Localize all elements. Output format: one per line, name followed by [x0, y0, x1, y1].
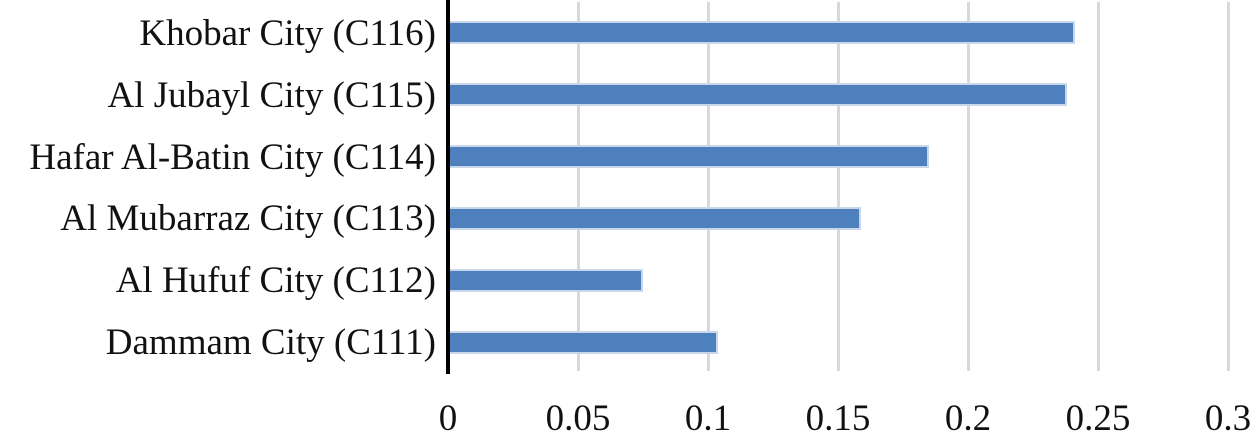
bar — [448, 268, 643, 292]
bar — [448, 21, 1075, 45]
x-tick-label: 0.3 — [1204, 398, 1252, 435]
gridline — [1096, 2, 1100, 371]
category-label: Al Mubarraz City (C113) — [60, 198, 436, 240]
x-tick-label: 0 — [438, 398, 458, 435]
gridline — [1226, 2, 1230, 371]
category-label: Hafar Al-Batin City (C114) — [29, 136, 436, 178]
category-label: Al Jubayl City (C115) — [107, 74, 436, 116]
gridline — [576, 2, 580, 371]
gridline — [966, 2, 970, 371]
x-tick-label: 0.25 — [1065, 398, 1131, 435]
y-axis-line — [446, 0, 450, 374]
category-label: Al Hufuf City (C112) — [115, 260, 436, 302]
x-tick-label: 0.15 — [805, 398, 871, 435]
bar — [448, 206, 862, 230]
x-tick-label: 0.2 — [944, 398, 992, 435]
bar — [448, 83, 1067, 107]
bar — [448, 145, 929, 169]
category-label: Khobar City (C116) — [139, 12, 436, 54]
gridline — [706, 2, 710, 371]
bar — [448, 330, 719, 354]
x-tick-label: 0.1 — [684, 398, 732, 435]
category-label: Dammam City (C111) — [105, 322, 436, 364]
gridline — [836, 2, 840, 371]
x-tick-label: 0.05 — [545, 398, 611, 435]
